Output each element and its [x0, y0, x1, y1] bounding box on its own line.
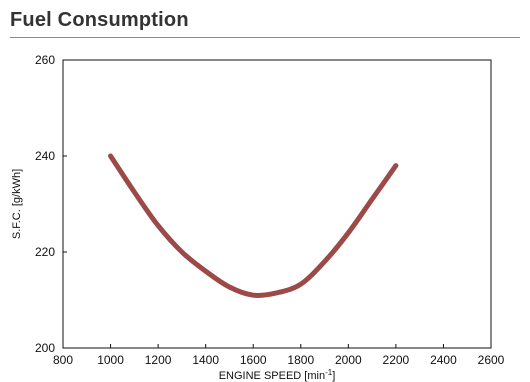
x-tick-label: 1600	[240, 353, 267, 367]
y-axis-ticks: 200 220 240 260	[35, 53, 67, 355]
x-axis-title: ENGINE SPEED [min-1]	[219, 368, 336, 382]
x-axis-title-close: ]	[332, 370, 335, 382]
x-tick-label: 1000	[97, 353, 124, 367]
y-tick-label: 240	[35, 149, 55, 163]
header: Fuel Consumption	[0, 0, 530, 40]
y-tick-label: 220	[35, 245, 55, 259]
sfc-curve-line	[108, 153, 399, 298]
y-axis-title: S.F.C. [g/kWh]	[11, 169, 23, 239]
y-tick-label: 200	[35, 341, 55, 355]
x-tick-label: 2200	[383, 353, 410, 367]
x-tick-label: 1400	[192, 353, 219, 367]
header-divider	[10, 37, 520, 38]
x-tick-label: 2600	[478, 353, 505, 367]
x-axis-title-main: ENGINE SPEED [min	[219, 370, 325, 382]
x-tick-label: 1200	[145, 353, 172, 367]
series-layer	[108, 153, 399, 298]
x-tick-label: 2000	[335, 353, 362, 367]
x-axis-ticks: 800 1000 1200 1400 1600 1800 2000 2200 2400 2600	[53, 344, 505, 367]
x-axis-title-superscript: -1	[325, 368, 333, 377]
plot-frame	[62, 59, 492, 349]
page-title: Fuel Consumption	[10, 9, 189, 31]
y-tick-label: 260	[35, 53, 55, 67]
x-tick-label: 1800	[287, 353, 314, 367]
x-tick-label: 800	[53, 353, 73, 367]
x-tick-label: 2400	[430, 353, 457, 367]
